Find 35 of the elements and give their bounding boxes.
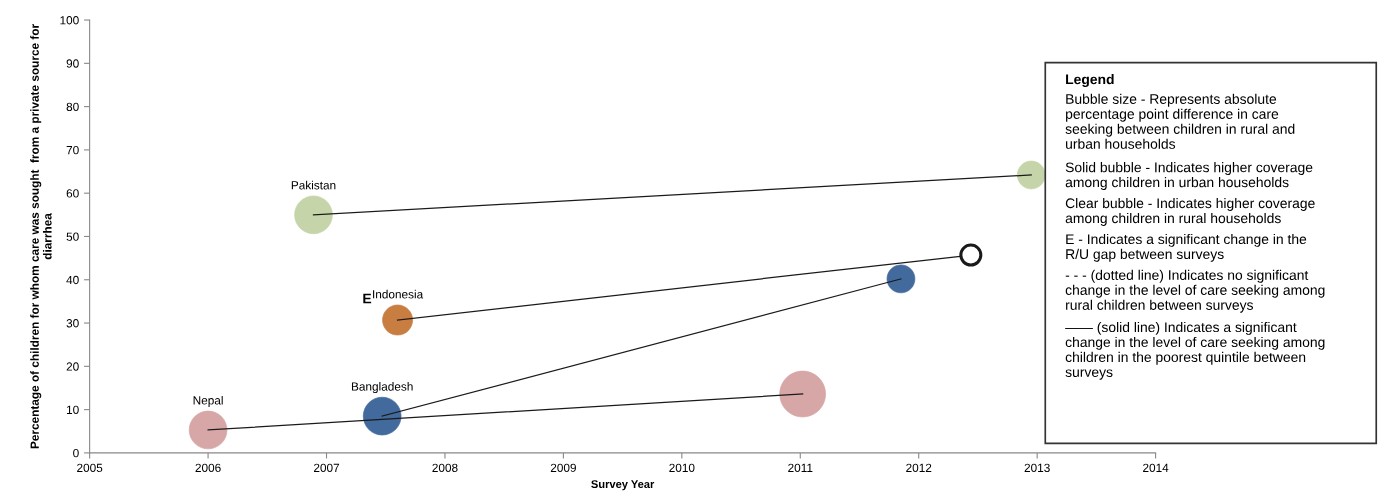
- y-axis-title: Percentage of children for whom care was sought from a private source for diarrhea: [30, 24, 52, 449]
- y-tick-label: 0: [73, 448, 79, 458]
- annotation: Legend: [1066, 74, 1114, 88]
- x-tick-label: 2012: [906, 463, 932, 472]
- annotation: —— (solid line) Indicates a significant change in the level of care seeking among children in the poorest quintile between surveys: [1065, 321, 1325, 380]
- series-label: Pakistan: [291, 180, 336, 190]
- y-tick-label: 100: [60, 16, 79, 25]
- series-label: Indonesia: [373, 289, 424, 299]
- y-tick-label: 60: [66, 189, 79, 198]
- y-tick-label: 90: [66, 59, 79, 68]
- y-tick-label: 10: [66, 405, 79, 415]
- y-tick-label: 40: [66, 275, 79, 285]
- annotation: Clear bubble - Indicates higher coverage among children in rural households: [1065, 197, 1315, 226]
- x-tick-label: 2006: [195, 463, 221, 472]
- annotation: E: [363, 293, 372, 304]
- annotation: E - Indicates a significant change in the R/U gap between surveys: [1066, 233, 1307, 262]
- annotation: Bubble size - Represents absolute percentage point difference in care seeking between children in rural and urban households: [1065, 93, 1295, 149]
- annotation: - - - (dotted line) Indicates no significant change in the level of care seeking among rural children between surveys: [1065, 269, 1325, 313]
- y-tick-label: 70: [66, 145, 79, 155]
- y-tick-label: 30: [66, 319, 79, 328]
- x-tick-label: 2005: [77, 463, 103, 472]
- series-label: Nepal: [193, 395, 223, 407]
- x-axis-title: Survey Year: [591, 480, 655, 491]
- y-tick-label: 50: [66, 232, 79, 241]
- x-tick-label: 2013: [1024, 463, 1050, 472]
- y-tick-label: 20: [66, 362, 79, 371]
- x-tick-label: 2014: [1143, 463, 1169, 472]
- x-tick-label: 2007: [313, 463, 340, 472]
- series-label: Bangladesh: [351, 382, 413, 394]
- x-tick-label: 2010: [669, 463, 695, 472]
- x-tick-label: 2009: [550, 463, 576, 472]
- x-tick-label: 2011: [788, 463, 813, 472]
- y-tick-label: 80: [66, 102, 79, 112]
- x-tick-label: 2008: [432, 463, 458, 472]
- annotation: Solid bubble - Indicates higher coverage among children in urban households: [1065, 162, 1313, 190]
